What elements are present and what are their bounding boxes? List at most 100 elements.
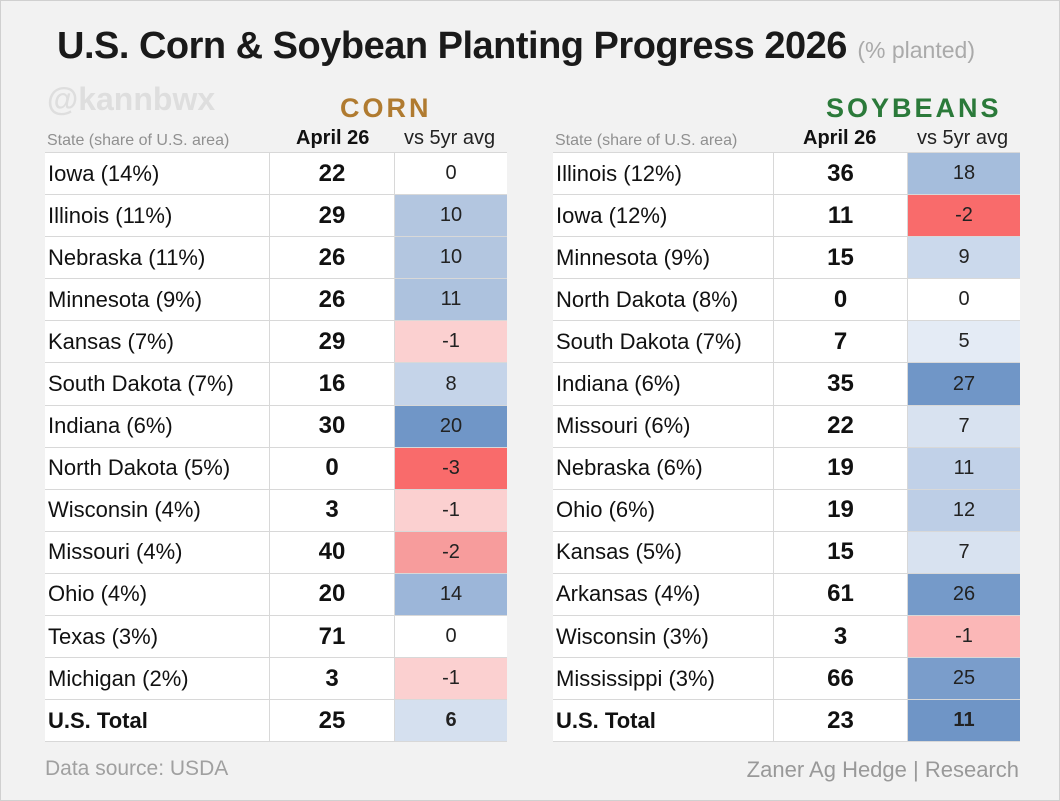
vs-avg-cell: -3 xyxy=(395,447,507,489)
planted-value-cell: 22 xyxy=(270,153,395,195)
state-cell: Nebraska (11%) xyxy=(45,237,270,279)
state-cell: Missouri (4%) xyxy=(45,531,270,573)
table-row: Minnesota (9%) 15 9 xyxy=(553,237,1020,280)
table-row: Missouri (4%) 40 -2 xyxy=(45,531,507,574)
total-row: U.S. Total 25 6 xyxy=(45,700,507,743)
state-cell: North Dakota (5%) xyxy=(45,447,270,489)
table-row: Wisconsin (4%) 3 -1 xyxy=(45,489,507,532)
vs-avg-cell: 20 xyxy=(395,405,507,447)
planted-value-cell: 29 xyxy=(270,321,395,363)
planted-value-cell: 11 xyxy=(774,195,908,237)
state-cell: South Dakota (7%) xyxy=(553,321,774,363)
vs-avg-cell: 0 xyxy=(908,279,1020,321)
table-row: Michigan (2%) 3 -1 xyxy=(45,658,507,701)
vs-avg-cell: 10 xyxy=(395,237,507,279)
planted-value-cell: 3 xyxy=(270,489,395,531)
title-main: U.S. Corn & Soybean Planting Progress 20… xyxy=(57,25,847,67)
vs-avg-cell: 0 xyxy=(395,153,507,195)
soybean-table: Illinois (12%) 36 18 Iowa (12%) 11 -2 Minnesot… xyxy=(553,152,1020,743)
vs-avg-cell: 11 xyxy=(395,279,507,321)
total-row: U.S. Total 23 11 xyxy=(553,700,1020,743)
state-cell: Minnesota (9%) xyxy=(45,279,270,321)
corn-col-state: State (share of U.S. area) xyxy=(47,132,230,149)
planted-value-cell: 15 xyxy=(774,237,908,279)
table-row: Nebraska (6%) 19 11 xyxy=(553,447,1020,490)
corn-heading: CORN xyxy=(340,93,432,123)
state-cell: Indiana (6%) xyxy=(553,363,774,405)
vs-avg-cell: 25 xyxy=(908,658,1020,700)
planted-value-cell: 3 xyxy=(774,616,908,658)
planted-value-cell: 19 xyxy=(774,447,908,489)
vs-avg-cell: -1 xyxy=(395,489,507,531)
vs-avg-cell: 0 xyxy=(395,616,507,658)
planted-value-cell: 0 xyxy=(774,279,908,321)
table-row: Mississippi (3%) 66 25 xyxy=(553,658,1020,701)
planted-value-cell: 7 xyxy=(774,321,908,363)
state-cell: Texas (3%) xyxy=(45,616,270,658)
corn-table: Iowa (14%) 22 0 Illinois (11%) 29 10 Nebraska … xyxy=(45,152,507,743)
planted-value-cell: 16 xyxy=(270,363,395,405)
state-cell: Illinois (12%) xyxy=(553,153,774,195)
corn-col-avg: vs 5yr avg xyxy=(404,127,496,149)
vs-avg-cell: 8 xyxy=(395,363,507,405)
state-cell: U.S. Total xyxy=(45,700,270,742)
planted-value-cell: 40 xyxy=(270,531,395,573)
table-row: Ohio (4%) 20 14 xyxy=(45,573,507,617)
vs-avg-cell: 5 xyxy=(908,321,1020,363)
credit: Zaner Ag Hedge | Research xyxy=(746,757,1019,782)
soy-col-date: April 26 xyxy=(803,127,877,149)
vs-avg-cell: -1 xyxy=(395,658,507,700)
planted-value-cell: 20 xyxy=(270,573,395,616)
planted-value-cell: 22 xyxy=(774,405,908,447)
corn-col-date: April 26 xyxy=(296,127,370,149)
vs-avg-cell: 26 xyxy=(908,573,1020,616)
state-cell: Kansas (7%) xyxy=(45,321,270,363)
table-row: North Dakota (8%) 0 0 xyxy=(553,279,1020,322)
state-cell: Illinois (11%) xyxy=(45,195,270,237)
table-row: Ohio (6%) 19 12 xyxy=(553,489,1020,532)
watermark: @kannbwx xyxy=(47,81,216,117)
vs-avg-cell: 7 xyxy=(908,531,1020,573)
state-cell: U.S. Total xyxy=(553,700,774,742)
table-row: Texas (3%) 71 0 xyxy=(45,616,507,659)
planted-value-cell: 35 xyxy=(774,363,908,405)
state-cell: Michigan (2%) xyxy=(45,658,270,700)
planted-value-cell: 26 xyxy=(270,237,395,279)
state-cell: Missouri (6%) xyxy=(553,405,774,447)
state-cell: Indiana (6%) xyxy=(45,405,270,447)
state-cell: Wisconsin (4%) xyxy=(45,489,270,531)
table-row: Minnesota (9%) 26 11 xyxy=(45,279,507,322)
vs-avg-cell: 11 xyxy=(908,447,1020,489)
state-cell: Ohio (4%) xyxy=(45,573,270,616)
planted-value-cell: 15 xyxy=(774,531,908,573)
title-subtitle: (% planted) xyxy=(857,37,975,63)
state-cell: Iowa (12%) xyxy=(553,195,774,237)
table-row: Iowa (12%) 11 -2 xyxy=(553,195,1020,238)
data-source: Data source: USDA xyxy=(45,757,229,780)
vs-avg-cell: 12 xyxy=(908,489,1020,531)
state-cell: Minnesota (9%) xyxy=(553,237,774,279)
state-cell: Wisconsin (3%) xyxy=(553,616,774,658)
state-cell: Nebraska (6%) xyxy=(553,447,774,489)
page-title: U.S. Corn & Soybean Planting Progress 20… xyxy=(57,25,975,68)
planted-value-cell: 19 xyxy=(774,489,908,531)
vs-avg-cell: 9 xyxy=(908,237,1020,279)
table-row: South Dakota (7%) 16 8 xyxy=(45,363,507,406)
state-cell: Arkansas (4%) xyxy=(553,573,774,616)
vs-avg-cell: 10 xyxy=(395,195,507,237)
planted-value-cell: 25 xyxy=(270,700,395,742)
vs-avg-cell: 14 xyxy=(395,573,507,616)
state-cell: Mississippi (3%) xyxy=(553,658,774,700)
table-row: Illinois (12%) 36 18 xyxy=(553,153,1020,196)
soy-col-state: State (share of U.S. area) xyxy=(555,132,738,149)
table-row: Arkansas (4%) 61 26 xyxy=(553,573,1020,617)
planted-value-cell: 23 xyxy=(774,700,908,742)
table-row: South Dakota (7%) 7 5 xyxy=(553,321,1020,364)
table-row: Missouri (6%) 22 7 xyxy=(553,405,1020,448)
table-row: Kansas (7%) 29 -1 xyxy=(45,321,507,364)
state-cell: South Dakota (7%) xyxy=(45,363,270,405)
state-cell: Iowa (14%) xyxy=(45,153,270,195)
vs-avg-cell: 27 xyxy=(908,363,1020,405)
planted-value-cell: 71 xyxy=(270,616,395,658)
soy-col-avg: vs 5yr avg xyxy=(917,127,1009,149)
